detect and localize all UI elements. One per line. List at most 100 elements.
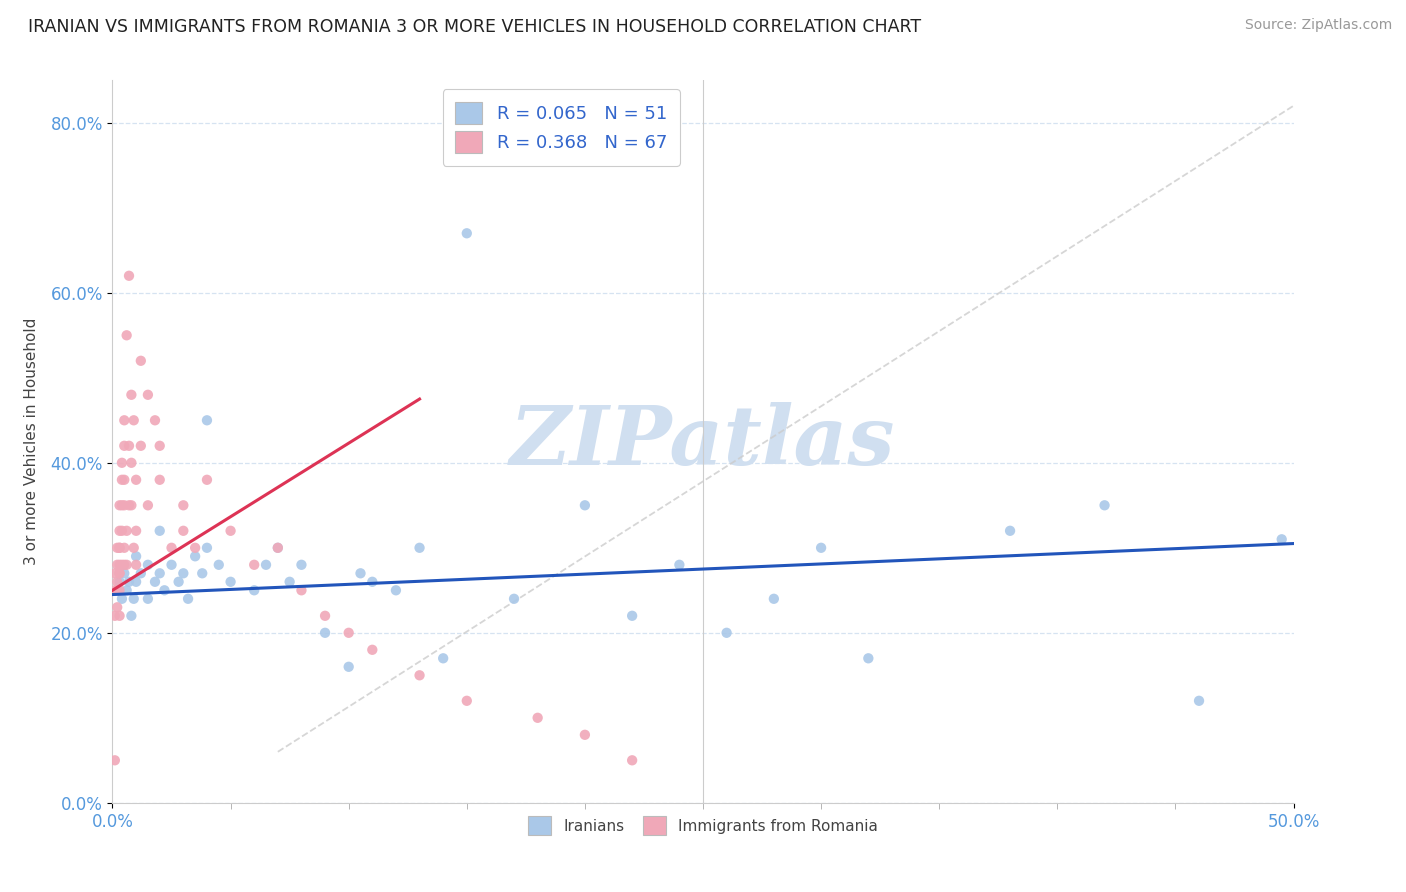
Point	[104, 753, 127, 767]
Point	[115, 583, 138, 598]
Point	[195, 473, 218, 487]
Point	[104, 608, 127, 623]
Point	[120, 498, 142, 512]
Point	[136, 388, 159, 402]
Point	[456, 227, 478, 241]
Point	[108, 541, 131, 555]
Point	[115, 328, 138, 343]
Point	[111, 591, 134, 606]
Point	[998, 524, 1021, 538]
Point	[314, 625, 336, 640]
Point	[136, 591, 159, 606]
Point	[105, 541, 128, 555]
Point	[526, 711, 548, 725]
Point	[112, 498, 135, 512]
Point	[243, 583, 266, 598]
Point	[125, 473, 148, 487]
Point	[112, 413, 135, 427]
Point	[503, 591, 526, 606]
Point	[278, 574, 301, 589]
Point	[1188, 694, 1211, 708]
Point	[115, 524, 138, 538]
Point	[108, 608, 131, 623]
Point	[111, 456, 134, 470]
Point	[104, 583, 127, 598]
Point	[1271, 533, 1294, 547]
Point	[125, 524, 148, 538]
Text: Source: ZipAtlas.com: Source: ZipAtlas.com	[1244, 18, 1392, 32]
Point	[858, 651, 880, 665]
Text: ZIPatlas: ZIPatlas	[510, 401, 896, 482]
Point	[112, 566, 135, 581]
Point	[191, 566, 214, 581]
Point	[108, 566, 131, 581]
Point	[136, 558, 159, 572]
Point	[172, 566, 194, 581]
Point	[177, 591, 200, 606]
Point	[105, 583, 128, 598]
Point	[195, 541, 218, 555]
Point	[172, 524, 194, 538]
Point	[118, 268, 141, 283]
Point	[111, 524, 134, 538]
Point	[108, 583, 131, 598]
Point	[290, 558, 312, 572]
Point	[112, 473, 135, 487]
Point	[112, 439, 135, 453]
Point	[167, 574, 190, 589]
Point	[810, 541, 832, 555]
Point	[111, 473, 134, 487]
Point	[122, 413, 145, 427]
Text: IRANIAN VS IMMIGRANTS FROM ROMANIA 3 OR MORE VEHICLES IN HOUSEHOLD CORRELATION C: IRANIAN VS IMMIGRANTS FROM ROMANIA 3 OR …	[28, 18, 921, 36]
Point	[143, 574, 166, 589]
Point	[129, 353, 152, 368]
Point	[408, 541, 430, 555]
Point	[432, 651, 454, 665]
Point	[574, 728, 596, 742]
Point	[621, 753, 644, 767]
Point	[456, 694, 478, 708]
Point	[108, 558, 131, 572]
Point	[108, 524, 131, 538]
Point	[120, 456, 142, 470]
Point	[762, 591, 785, 606]
Point	[120, 608, 142, 623]
Point	[129, 439, 152, 453]
Point	[267, 541, 290, 555]
Point	[105, 574, 128, 589]
Point	[118, 439, 141, 453]
Point	[122, 541, 145, 555]
Point	[243, 558, 266, 572]
Point	[125, 574, 148, 589]
Legend: Iranians, Immigrants from Romania: Iranians, Immigrants from Romania	[517, 805, 889, 846]
Point	[125, 558, 148, 572]
Point	[104, 566, 127, 581]
Point	[574, 498, 596, 512]
Point	[208, 558, 231, 572]
Point	[125, 549, 148, 564]
Y-axis label: 3 or more Vehicles in Household: 3 or more Vehicles in Household	[24, 318, 39, 566]
Point	[153, 583, 176, 598]
Point	[668, 558, 690, 572]
Point	[129, 566, 152, 581]
Point	[267, 541, 290, 555]
Point	[621, 608, 644, 623]
Point	[111, 558, 134, 572]
Point	[122, 591, 145, 606]
Point	[149, 473, 172, 487]
Point	[149, 524, 172, 538]
Point	[160, 541, 183, 555]
Point	[184, 549, 207, 564]
Point	[108, 541, 131, 555]
Point	[105, 600, 128, 615]
Point	[290, 583, 312, 598]
Point	[120, 388, 142, 402]
Point	[136, 498, 159, 512]
Point	[349, 566, 371, 581]
Point	[1094, 498, 1116, 512]
Point	[149, 566, 172, 581]
Point	[172, 498, 194, 512]
Point	[314, 608, 336, 623]
Point	[118, 498, 141, 512]
Point	[108, 574, 131, 589]
